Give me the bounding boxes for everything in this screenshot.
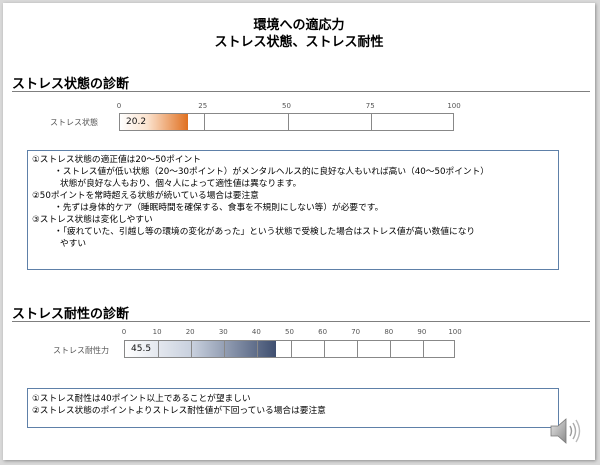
stress-resistance-divider [12,321,590,322]
stress-state-value: 20.2 [126,117,147,127]
stress-state-note-2: ②50ポイントを常時超える状態が続いている場合は要注意 [32,191,259,201]
stress-resistance-note-1: ①ストレス耐性は40ポイント以上であることが望ましい [32,394,251,404]
stress-state-divider [12,91,590,92]
stress-resistance-bar: 45.5 [124,340,455,358]
stress-resistance-bar-fill [125,341,276,357]
stress-state-bar: 20.2 [119,113,454,131]
stress-state-notes: ①ストレス状態の適正値は20～50ポイント ・ストレス値が低い状態（20～30ポ… [27,150,559,270]
stress-state-scale-divider [203,114,205,130]
stress-resistance-scale-divider [389,341,391,357]
stress-resistance-tick-label: 60 [318,328,328,336]
stress-state-tick-label: 25 [198,102,208,110]
slide: 環境への適応力 ストレス状態、ストレス耐性 ストレス状態の診断 0 25 50 75 1… [3,3,595,460]
stress-state-bar-label: ストレス状態 [50,118,98,127]
stress-state-note-3b: やすい [60,239,87,249]
stress-state-bar-fill [120,114,188,130]
stress-resistance-note-2: ②ストレス状態のポイントよりストレス耐性値が下回っている場合は要注意 [32,406,326,416]
stress-resistance-scale-divider [323,341,325,357]
stress-resistance-tick-label: 30 [218,328,228,336]
stress-resistance-tick-label: 40 [251,328,261,336]
stress-resistance-tick-label: 0 [121,328,127,336]
stress-resistance-tick-label: 70 [351,328,361,336]
stress-state-note-1a: ・ストレス値が低い状態（20～30ポイント）がメンタルヘルス的に良好な人もいれば… [54,167,489,177]
slide-title: 環境への適応力 ストレス状態、ストレス耐性 [3,17,595,51]
stress-state-scale-divider [287,114,289,130]
stress-resistance-tick-label: 90 [417,328,427,336]
stress-state-note-1b: 状態が良好な人もおり、個々人によって適性値は異なります。 [60,179,302,189]
stress-resistance-tick-label: 50 [285,328,294,336]
stress-resistance-scale-divider [290,341,292,357]
stress-resistance-tick-label: 80 [384,328,394,336]
stress-resistance-scale-divider [422,341,424,357]
stress-resistance-notes: ①ストレス耐性は40ポイント以上であることが望ましい ②ストレス状態のポイントよ… [27,388,559,428]
stress-state-tick-label: 75 [365,102,375,110]
stress-resistance-tick-label: 10 [152,328,162,336]
title-line-2: ストレス状態、ストレス耐性 [214,35,384,50]
stress-resistance-scale-divider [158,341,160,357]
title-line-1: 環境への適応力 [253,18,345,33]
stress-state-tick-label: 50 [282,102,291,110]
stress-resistance-scale-divider [356,341,358,357]
stress-state-note-1: ①ストレス状態の適正値は20～50ポイント [32,155,201,165]
stress-state-heading: ストレス状態の診断 [12,77,130,92]
stress-resistance-heading: ストレス耐性の診断 [12,307,130,322]
stress-state-tick-label: 0 [116,102,122,110]
stress-resistance-value: 45.5 [131,344,152,354]
stress-resistance-tick-label: 20 [185,328,195,336]
stress-state-scale-divider [371,114,373,130]
stress-resistance-scale-divider [191,341,193,357]
stress-state-note-2a: ・先ずは身体的ケア（睡眠時間を確保する、食事を不規則にしない等）が必要です。 [54,203,384,213]
stress-state-tick-label: 100 [447,102,461,110]
stress-resistance-scale-divider [257,341,259,357]
stress-state-note-3a: ・「疲れていた、引越し等の環境の変化があった」という状態で受検した場合はストレス… [54,227,476,237]
stress-state-note-3: ③ストレス状態は変化しやすい [32,215,153,225]
stress-resistance-tick-label: 100 [448,328,462,336]
stress-resistance-scale-divider [224,341,226,357]
stress-resistance-bar-label: ストレス耐性力 [53,346,109,355]
speaker-icon[interactable] [549,415,585,447]
